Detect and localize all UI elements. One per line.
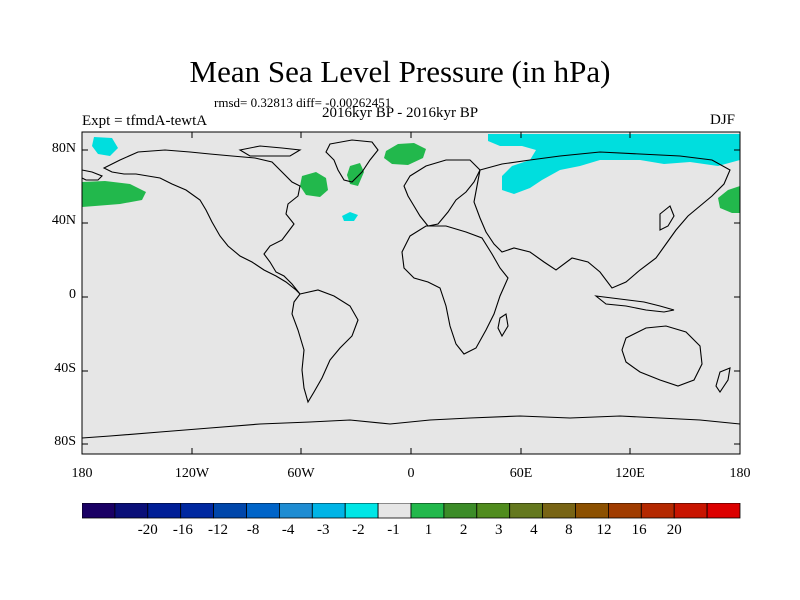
colorbar-label: 16 — [631, 522, 647, 538]
lat-label-40n: 40N — [51, 213, 76, 228]
experiment-label: Expt = tfmdA-tewtA — [82, 113, 208, 129]
colorbar-label: -8 — [246, 522, 260, 538]
lat-label-80n: 80N — [51, 141, 76, 156]
colorbar-box — [443, 503, 478, 519]
stats-text: rmsd= 0.32813 diff= -0.00262451 — [214, 95, 392, 110]
colorbar — [82, 503, 741, 519]
lon-label-120w: 120W — [174, 466, 210, 481]
coastlines — [81, 139, 741, 439]
colorbar-box — [706, 503, 741, 519]
anomaly-region-arctic-green — [384, 143, 426, 165]
colorbar-label: -12 — [207, 522, 228, 538]
colorbar-label: 4 — [530, 522, 538, 538]
colorbar-box — [246, 503, 280, 519]
colorbar-box — [410, 503, 445, 519]
colorbar-box — [575, 503, 609, 519]
anomaly-regions — [82, 134, 740, 221]
lon-label-120e: 120E — [615, 466, 645, 481]
colorbar-label: 3 — [494, 522, 503, 538]
map-background — [82, 132, 740, 454]
season-label: DJF — [710, 112, 736, 128]
anomaly-region-bering-green — [82, 181, 146, 207]
colorbar-label: -16 — [172, 522, 193, 538]
colorbar-label: -1 — [387, 522, 400, 538]
lat-tick-marks — [82, 149, 740, 445]
lon-label-180e: 180 — [729, 466, 751, 481]
colorbar-box — [608, 503, 642, 519]
plot-title: Mean Sea Level Pressure (in hPa) — [189, 54, 611, 89]
colorbar-label: -4 — [281, 522, 295, 538]
colorbar-box — [180, 503, 214, 519]
colorbar-box — [213, 503, 247, 519]
subtitle: 2016kyr BP - 2016kyr BP — [322, 105, 479, 121]
colorbar-box — [82, 503, 116, 519]
colorbar-label: -2 — [352, 522, 365, 538]
lon-label-60w: 60W — [287, 466, 315, 481]
colorbar-box — [377, 503, 412, 519]
colorbar-label: 2 — [459, 522, 468, 538]
anomaly-region-greenland-green — [347, 163, 364, 186]
colorbar-label: 8 — [565, 522, 573, 538]
colorbar-box — [114, 503, 149, 519]
colorbar-label: 1 — [424, 522, 433, 538]
lon-label-180w: 180 — [71, 466, 93, 481]
anomaly-region-siberia-cyan — [488, 134, 740, 194]
lat-label-40s: 40S — [54, 361, 76, 376]
colorbar-label: -3 — [317, 522, 330, 538]
colorbar-box — [147, 503, 182, 519]
anomaly-region-kamchatka-green — [718, 186, 740, 213]
colorbar-box — [509, 503, 544, 519]
lon-tick-marks — [81, 132, 741, 454]
lon-label-60e: 60E — [509, 466, 533, 481]
colorbar-box — [640, 503, 675, 519]
colorbar-label: 12 — [596, 522, 612, 538]
colorbar-box — [542, 503, 576, 519]
colorbar-box — [476, 503, 511, 519]
anomaly-region-alaska-cyan — [92, 137, 118, 156]
lon-label-0: 0 — [407, 466, 415, 481]
anomaly-region-north-canada-green — [300, 172, 328, 197]
colorbar-box — [344, 503, 379, 519]
colorbar-label: -20 — [137, 522, 158, 538]
lat-label-0: 0 — [69, 287, 76, 302]
anomaly-region-atlantic-cyan — [342, 212, 358, 221]
colorbar-box — [673, 503, 708, 519]
colorbar-label: 20 — [666, 522, 682, 538]
colorbar-box — [278, 503, 313, 519]
lat-label-80s: 80S — [54, 434, 76, 449]
colorbar-box — [311, 503, 346, 519]
